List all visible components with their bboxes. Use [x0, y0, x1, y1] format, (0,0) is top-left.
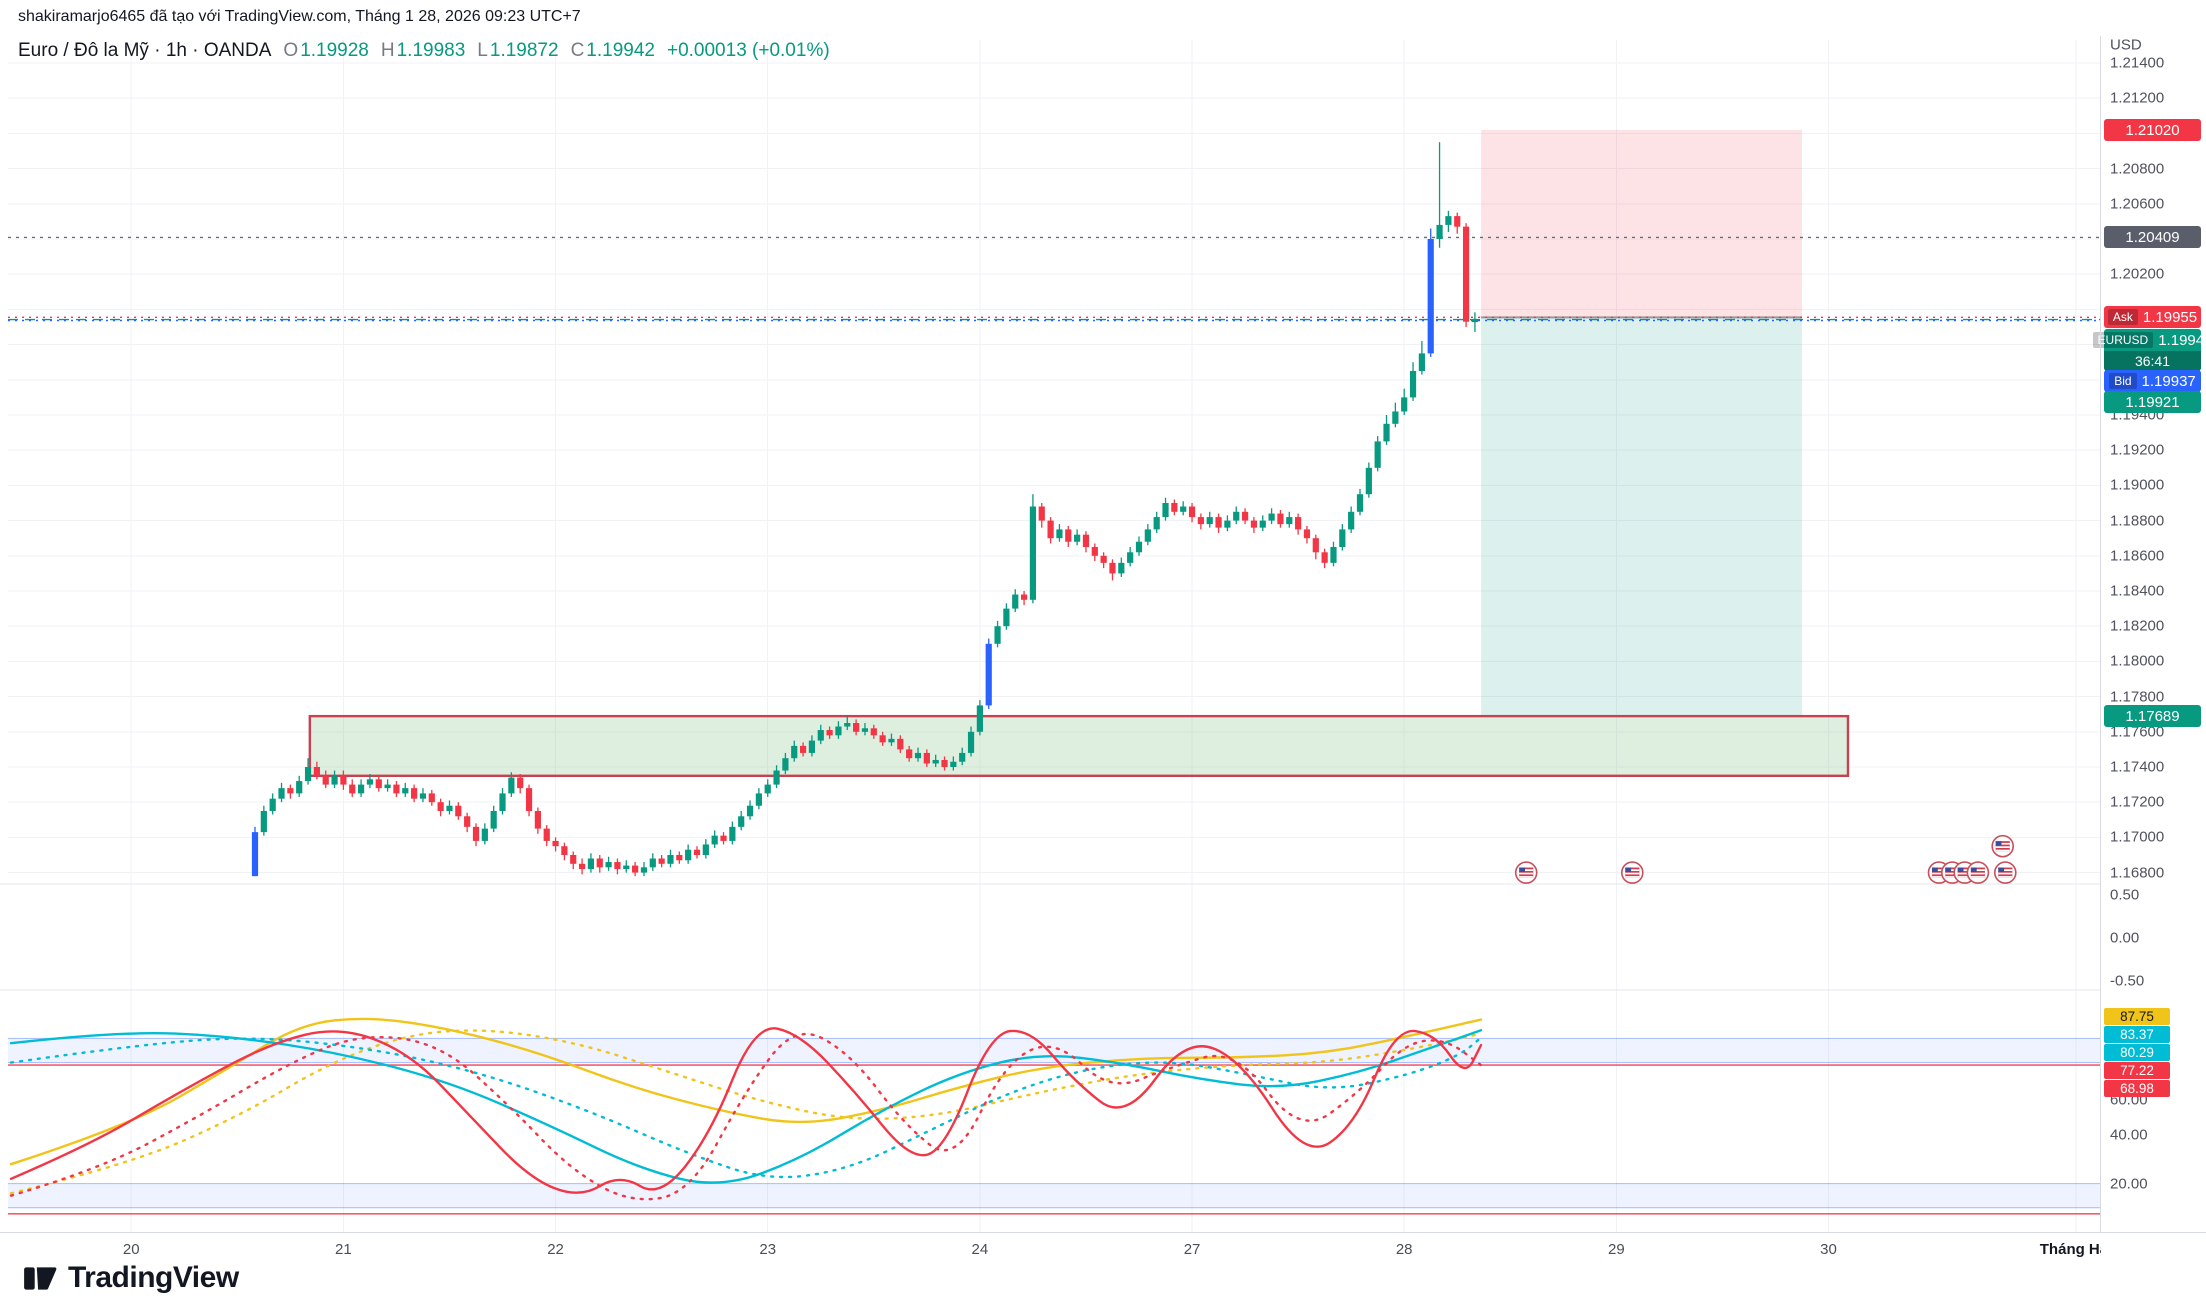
high-value: 1.19983 — [396, 40, 466, 61]
high-label: H — [380, 40, 395, 61]
stop-price-label: 1.21020 — [2104, 119, 2201, 141]
price-tick: 1.21400 — [2110, 54, 2165, 72]
bid-price-label: Bid 1.19937 — [2104, 370, 2201, 392]
axis-currency-label: USD — [2110, 36, 2142, 54]
last-price-value: 1.19942 — [2158, 331, 2206, 349]
price-tick: 1.19000 — [2110, 476, 2165, 494]
open-label: O — [283, 40, 299, 61]
oscillator-value-label: 77.22 — [2104, 1062, 2170, 1079]
time-tick: 28 — [1395, 1241, 1413, 1258]
oscillator-line-yellow-slow — [9, 1017, 1483, 1166]
oscillator-tick: 20.00 — [2110, 1175, 2148, 1193]
price-tick: 1.17000 — [2110, 828, 2165, 846]
mid-scale-tick: 0.50 — [2110, 886, 2140, 904]
price-tick: 1.17600 — [2110, 723, 2165, 741]
time-axis-separator — [0, 1232, 2206, 1233]
price-tick: 1.17800 — [2110, 688, 2165, 706]
time-tick: 29 — [1608, 1241, 1625, 1258]
oscillator-value-label: 80.29 — [2104, 1044, 2170, 1061]
tradingview-logomark — [24, 1267, 57, 1290]
oscillator-value-label: 87.75 — [2104, 1008, 2170, 1025]
price-tick: 1.20600 — [2110, 195, 2165, 213]
supply-demand-zone[interactable] — [308, 714, 1850, 777]
alert-price-label: 1.20409 — [2104, 226, 2201, 248]
bid-value: 1.19937 — [2141, 372, 2196, 390]
bar-countdown: 36:41 — [2104, 351, 2201, 371]
price-tick: 1.17200 — [2110, 793, 2165, 811]
price-tick: 1.20200 — [2110, 265, 2165, 283]
symbol-last-price-label: EURUSD 1.19942 36:41 — [2092, 329, 2206, 371]
oscillator-value-label: 83.37 — [2104, 1026, 2170, 1043]
low-label: L — [477, 40, 488, 61]
oscillator-line-red-fast — [9, 1027, 1483, 1194]
time-tick: 23 — [759, 1241, 777, 1258]
price-tick: 1.19200 — [2110, 441, 2165, 459]
oscillator-line-cyan-mid-signal — [9, 1036, 1483, 1179]
economic-event-icon[interactable] — [1621, 861, 1644, 884]
change-value: +0.00013 (+0.01%) — [666, 40, 830, 61]
position-risk-box[interactable] — [1481, 129, 1802, 318]
tradingview-logo[interactable]: TradingView — [22, 1260, 239, 1296]
time-tick: 22 — [547, 1241, 564, 1258]
price-tick: 1.17400 — [2110, 758, 2165, 776]
mid-scale-tick: 0.00 — [2110, 929, 2140, 947]
price-tick: 1.18600 — [2110, 547, 2165, 565]
economic-event-icon[interactable] — [1966, 861, 1990, 884]
oscillator-band — [8, 1183, 2100, 1208]
time-tick: 21 — [335, 1241, 352, 1258]
candles — [251, 142, 1479, 877]
time-tick: 30 — [1820, 1241, 1837, 1258]
close-value: 1.19942 — [586, 40, 655, 61]
oscillator-line-red-fast-signal — [9, 1032, 1483, 1201]
low-value: 1.19872 — [489, 40, 559, 61]
time-axis[interactable]: 20 21 22 23 24 27 28 29 30 Tháng Hai — [0, 1233, 2206, 1310]
prev-price-label: 1.19921 — [2104, 391, 2201, 413]
symbol-title: Euro / Đô la Mỹ · 1h · OANDA — [18, 40, 272, 61]
oscillator-line-yellow-slow-signal — [9, 1029, 1483, 1195]
price-tick: 1.21200 — [2110, 89, 2165, 107]
attribution-text: shakiramarjo6465 đã tạo với TradingView.… — [18, 8, 581, 25]
time-tick: 24 — [971, 1241, 989, 1258]
economic-event-icon[interactable] — [1991, 834, 2014, 858]
tradingview-wordmark: TradingView — [68, 1261, 239, 1294]
ask-value: 1.19955 — [2142, 308, 2198, 326]
oscillator-value-label: 68.98 — [2104, 1080, 2170, 1097]
economic-event-icon[interactable] — [1514, 861, 1538, 884]
bid-tag: Bid — [2109, 373, 2137, 389]
price-tick: 1.18000 — [2110, 652, 2165, 670]
open-value: 1.19928 — [300, 40, 369, 61]
close-label: C — [570, 40, 585, 61]
time-tick: 20 — [122, 1241, 140, 1258]
position-reward-box[interactable] — [1481, 317, 1802, 717]
price-tick: 1.18400 — [2110, 582, 2165, 600]
symbol-tag: EURUSD — [2092, 332, 2154, 348]
ask-tag: Ask — [2107, 309, 2138, 325]
price-tick: 1.16800 — [2110, 864, 2165, 882]
ask-price-label: Ask 1.19955 — [2104, 306, 2201, 328]
price-axis[interactable]: USD 1.21020 1.20409 Ask 1.19955 EURUSD 1… — [2092, 0, 2206, 1310]
price-tick: 1.18200 — [2110, 617, 2165, 635]
time-tick: Tháng Hai — [2039, 1241, 2113, 1258]
oscillator-line-cyan-mid — [9, 1029, 1483, 1184]
target-price-label: 1.17689 — [2104, 705, 2201, 727]
mid-scale-tick: -0.50 — [2110, 972, 2145, 990]
grid — [8, 40, 2100, 1232]
time-tick: 27 — [1183, 1241, 1201, 1258]
price-tick: 1.18800 — [2110, 512, 2165, 530]
price-tick: 1.20800 — [2110, 160, 2165, 178]
oscillator-tick: 40.00 — [2110, 1126, 2148, 1144]
price-axis-separator — [2100, 36, 2101, 1232]
symbol-header: Euro / Đô la Mỹ · 1h · OANDA O 1.19928 H… — [18, 40, 830, 62]
economic-event-icon[interactable] — [1994, 861, 2017, 884]
